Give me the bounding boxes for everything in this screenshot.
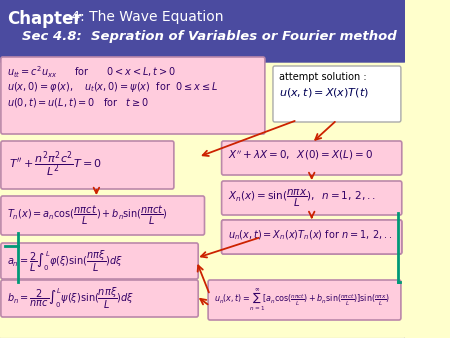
- Text: $T'' + \dfrac{n^2\pi^2c^2}{L^2}T = 0$: $T'' + \dfrac{n^2\pi^2c^2}{L^2}T = 0$: [9, 149, 102, 179]
- FancyBboxPatch shape: [0, 0, 408, 62]
- FancyBboxPatch shape: [273, 66, 401, 122]
- Text: $u_n(x,t) = X_n(x)T_n(x)$ for $n=1,\,2,..$: $u_n(x,t) = X_n(x)T_n(x)$ for $n=1,\,2,.…: [228, 228, 392, 242]
- Text: Sec 4.8:  Sepration of Variables or Fourier method: Sec 4.8: Sepration of Variables or Fouri…: [22, 30, 396, 43]
- Text: Chapter: Chapter: [7, 10, 82, 28]
- Text: 4: The Wave Equation: 4: The Wave Equation: [67, 10, 223, 24]
- Text: $u(x,0) = \varphi(x),\quad u_t(x,0) = \psi(x)$  for  $0 \leq x \leq L$: $u(x,0) = \varphi(x),\quad u_t(x,0) = \p…: [7, 80, 218, 94]
- Text: $b_n = \dfrac{2}{n\pi c}\int_0^L \psi(\xi)\sin(\dfrac{n\pi\xi}{L})d\xi$: $b_n = \dfrac{2}{n\pi c}\int_0^L \psi(\x…: [7, 286, 135, 311]
- FancyBboxPatch shape: [1, 196, 204, 235]
- FancyBboxPatch shape: [208, 280, 401, 320]
- FancyBboxPatch shape: [1, 280, 198, 317]
- Text: $u(x,t) = X(x)T(t)$: $u(x,t) = X(x)T(t)$: [279, 86, 369, 99]
- FancyBboxPatch shape: [1, 57, 265, 134]
- Text: $u_{tt} = c^2u_{xx}$      for      $0 < x < L, t > 0$: $u_{tt} = c^2u_{xx}$ for $0 < x < L, t >…: [7, 64, 176, 80]
- FancyBboxPatch shape: [221, 181, 402, 215]
- Text: $X_n(x) = \sin(\dfrac{n\pi x}{L}),\;\;n=1,\,2,..$: $X_n(x) = \sin(\dfrac{n\pi x}{L}),\;\;n=…: [228, 188, 376, 209]
- Text: $u(0,t) = u(L,t) = 0$   for   $t \geq 0$: $u(0,t) = u(L,t) = 0$ for $t \geq 0$: [7, 96, 149, 109]
- Text: $T_n(x) = a_n\cos(\dfrac{n\pi ct}{L}) + b_n\sin(\dfrac{n\pi ct}{L})$: $T_n(x) = a_n\cos(\dfrac{n\pi ct}{L}) + …: [7, 204, 168, 227]
- Text: attempt solution :: attempt solution :: [279, 72, 367, 82]
- Text: $u_n(x,t)=\!\sum_{n=1}^{\infty}\![a_n\cos(\frac{n\pi ct}{L})+b_n\sin(\frac{n\pi : $u_n(x,t)=\!\sum_{n=1}^{\infty}\![a_n\co…: [213, 287, 389, 314]
- FancyBboxPatch shape: [221, 220, 402, 254]
- FancyBboxPatch shape: [1, 141, 174, 189]
- Text: $X''+\lambda X = 0,\;\;X(0) = X(L) = 0$: $X''+\lambda X = 0,\;\;X(0) = X(L) = 0$: [228, 149, 373, 162]
- FancyBboxPatch shape: [221, 220, 402, 254]
- FancyBboxPatch shape: [1, 243, 198, 279]
- FancyBboxPatch shape: [221, 141, 402, 175]
- Text: $a_n = \dfrac{2}{L}\int_0^L \varphi(\xi)\sin(\dfrac{n\pi\xi}{L})d\xi$: $a_n = \dfrac{2}{L}\int_0^L \varphi(\xi)…: [7, 249, 123, 274]
